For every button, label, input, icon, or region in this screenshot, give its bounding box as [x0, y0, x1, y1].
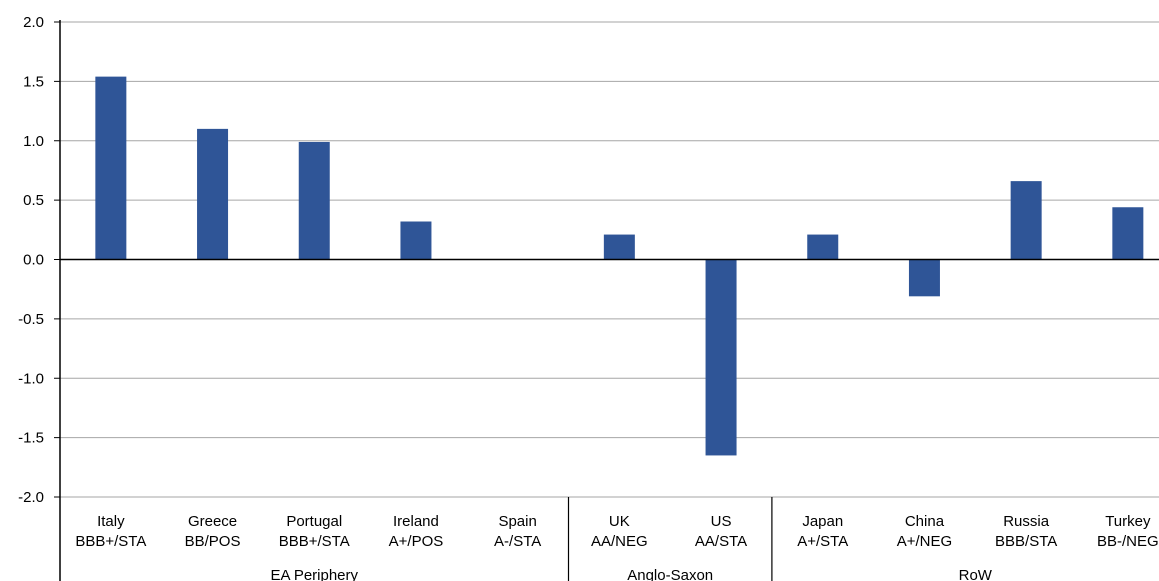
category-rating-label: A+/STA: [797, 533, 848, 550]
y-tick-label: -1.5: [18, 430, 44, 447]
group-label: Anglo-Saxon: [627, 567, 713, 581]
bar-ireland: [400, 221, 432, 260]
category-name-label: Ireland: [393, 513, 439, 530]
category-rating-label: AA/STA: [695, 533, 747, 550]
group-labels: EA Periphery Anglo-Saxon RoW: [270, 567, 992, 581]
y-tick-label: 0.0: [23, 252, 44, 269]
bar-turkey: [1112, 207, 1144, 260]
category-rating-label: A+/POS: [389, 533, 444, 550]
category-name-label: Greece: [188, 513, 237, 530]
y-tick-label: 1.0: [23, 133, 44, 150]
category-rating-label: BBB/STA: [995, 533, 1057, 550]
bar-us: [705, 259, 737, 456]
bar-uk: [603, 234, 635, 260]
y-tick-label: 2.0: [23, 14, 44, 31]
y-tick-label: 0.5: [23, 192, 44, 209]
category-name-label: China: [905, 513, 945, 530]
bar-russia: [1010, 181, 1042, 260]
bars: [95, 76, 1144, 456]
bar-japan: [807, 234, 839, 260]
gridlines: [60, 21, 1159, 498]
bar-greece: [197, 128, 229, 260]
group-label: EA Periphery: [270, 567, 358, 581]
category-rating-label: BB/POS: [185, 533, 241, 550]
bar-portugal: [298, 141, 330, 260]
category-name-label: Italy: [97, 513, 125, 530]
category-name-label: Japan: [802, 513, 843, 530]
category-name-label: Russia: [1003, 513, 1050, 530]
y-tick-label: -2.0: [18, 489, 44, 506]
category-rating-label: A-/STA: [494, 533, 541, 550]
category-name-label: US: [711, 513, 732, 530]
category-name-label: Spain: [498, 513, 536, 530]
category-rating-label: A+/NEG: [897, 533, 952, 550]
category-name-label: Portugal: [286, 513, 342, 530]
category-rating-label: BBB+/STA: [75, 533, 146, 550]
category-rating-label: AA/NEG: [591, 533, 648, 550]
y-tick-label: -1.0: [18, 370, 44, 387]
category-name-label: Turkey: [1105, 513, 1151, 530]
category-rating-label: BB-/NEG: [1097, 533, 1159, 550]
y-tick-labels: 2.0 1.5 1.0 0.5 0.0 -0.5 -1.0 -1.5 -2.0: [18, 14, 44, 506]
bar-china: [908, 259, 940, 297]
y-tick-label: 1.5: [23, 73, 44, 90]
y-tick-label: -0.5: [18, 311, 44, 328]
bar-italy: [95, 76, 127, 260]
group-label: RoW: [959, 567, 993, 581]
category-name-label: UK: [609, 513, 630, 530]
axes: [54, 20, 1159, 581]
category-labels: Italy BBB+/STA Greece BB/POS Portugal BBB+/ST…: [75, 513, 1158, 550]
category-rating-label: BBB+/STA: [279, 533, 350, 550]
